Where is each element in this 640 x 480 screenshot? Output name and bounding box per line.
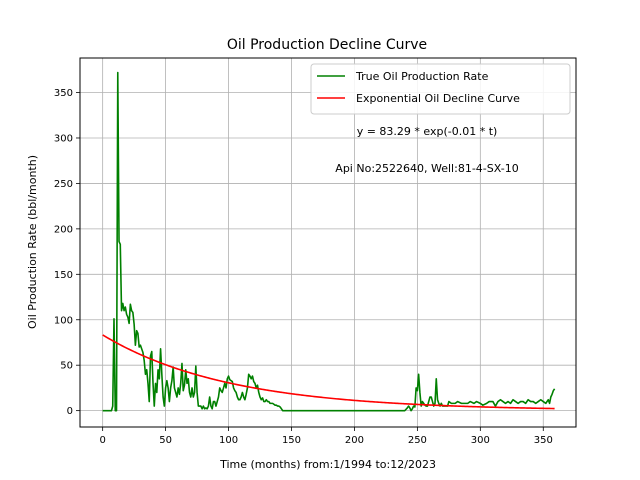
x-tick-label: 300 <box>471 435 490 446</box>
y-tick-label: 100 <box>54 315 73 326</box>
legend-label-true-oil: True Oil Production Rate <box>355 70 489 83</box>
y-tick-label: 50 <box>60 361 73 372</box>
series-layer <box>102 71 556 412</box>
y-tick-label: 300 <box>54 133 73 144</box>
axis-ticks: 0 50 100 150 200 250 300 350 0 50 100 150 200 250 300 3… <box>54 88 553 446</box>
exponential-decline-line <box>102 334 555 410</box>
y-axis-label: Oil Production Rate (bbl/month) <box>26 155 39 329</box>
true-oil-production-line <box>102 71 556 412</box>
y-tick-label: 0 <box>67 406 73 417</box>
plot-frame <box>79 57 577 428</box>
x-tick-label: 200 <box>345 435 364 446</box>
legend-box <box>310 63 571 115</box>
y-tick-label: 200 <box>54 224 73 235</box>
x-tick-label: 250 <box>408 435 427 446</box>
x-tick-label: 150 <box>282 435 301 446</box>
x-axis-label: Time (months) from:1/1994 to:12/2023 <box>219 458 436 471</box>
chart-title: Oil Production Decline Curve <box>227 37 427 53</box>
x-tick-label: 100 <box>219 435 238 446</box>
legend-label-exponential: Exponential Oil Decline Curve <box>356 92 520 105</box>
y-tick-label: 150 <box>54 270 73 281</box>
y-tick-label: 250 <box>54 179 73 190</box>
x-tick-label: 350 <box>534 435 553 446</box>
well-info-annotation: Api No:2522640, Well:81-4-SX-10 <box>335 162 518 175</box>
y-tick-label: 350 <box>54 88 73 99</box>
x-tick-label: 50 <box>159 435 172 446</box>
legend: True Oil Production Rate Exponential Oil… <box>310 63 571 115</box>
x-tick-label: 0 <box>99 435 105 446</box>
fit-equation-annotation: y = 83.29 * exp(-0.01 * t) <box>357 125 498 138</box>
grid-lines <box>80 58 576 427</box>
